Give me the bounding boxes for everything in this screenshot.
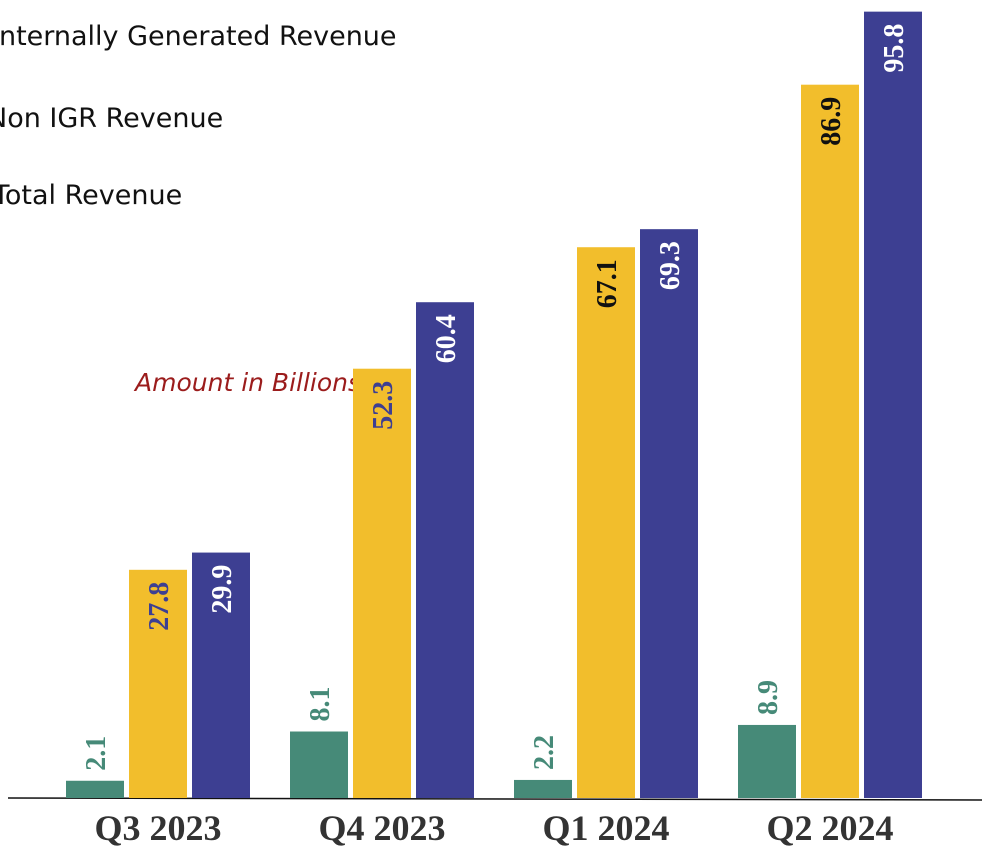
bar xyxy=(353,368,411,798)
data-label: 52.3 xyxy=(368,381,399,430)
legend-label: Total Revenue xyxy=(0,180,182,211)
bar xyxy=(416,302,474,798)
data-label: 2.2 xyxy=(529,735,560,770)
data-label: 8.9 xyxy=(753,680,784,715)
bar xyxy=(514,779,572,798)
x-tick-label: Q4 2023 xyxy=(318,808,445,848)
data-label: 95.8 xyxy=(879,24,910,73)
x-tick-label: Q1 2024 xyxy=(542,808,669,848)
data-label: 67.1 xyxy=(592,259,623,308)
data-label: 69.3 xyxy=(655,241,686,290)
bar xyxy=(640,229,698,799)
bar xyxy=(864,11,922,799)
annotation: Amount in Billions ‘N xyxy=(133,368,396,397)
data-label: 27.8 xyxy=(144,582,175,631)
data-label: 8.1 xyxy=(305,687,336,722)
x-tick-label: Q3 2023 xyxy=(94,808,221,848)
data-label: 2.1 xyxy=(81,736,112,771)
bar xyxy=(290,731,348,798)
data-label: 29.9 xyxy=(207,565,238,614)
baseline xyxy=(7,797,982,801)
bar xyxy=(129,569,187,798)
bar xyxy=(801,84,859,799)
bar xyxy=(192,552,250,798)
data-label: 86.9 xyxy=(816,97,847,146)
legend-label: Non IGR Revenue xyxy=(0,103,223,134)
bar xyxy=(577,247,635,799)
x-tick-label: Q2 2024 xyxy=(766,808,893,848)
data-label: 60.4 xyxy=(431,314,462,363)
bar xyxy=(738,724,796,798)
legend-label: Internally Generated Revenue xyxy=(0,21,397,52)
bar xyxy=(66,780,124,798)
